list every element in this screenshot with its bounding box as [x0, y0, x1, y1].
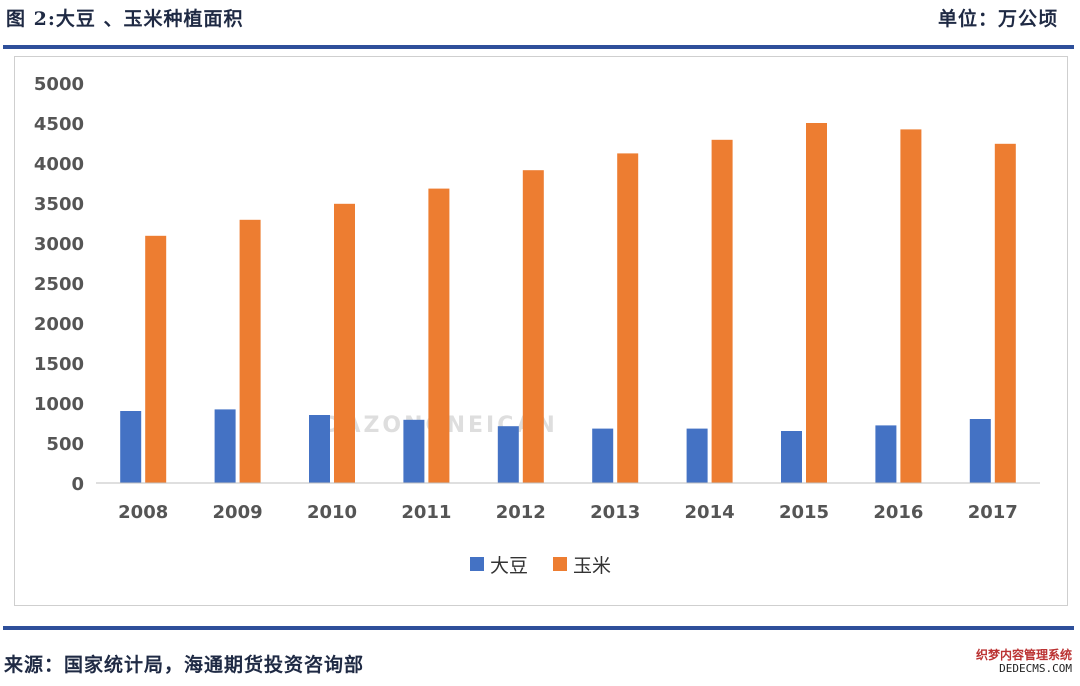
- bar-soybean-2008: [120, 411, 142, 483]
- axis-layer: 0 500 1000 1500 2000 2500 3000 3500 4000 4500 5000…: [34, 74, 1040, 523]
- x-tick-label-2015: 2015: [779, 502, 829, 523]
- bar-corn-2011: [428, 188, 450, 483]
- source-note: 来源：国家统计局，海通期货投资咨询部: [4, 654, 365, 676]
- bar-corn-2009: [239, 219, 261, 484]
- x-tick-label-2013: 2013: [590, 502, 640, 523]
- bar-corn-2014: [711, 139, 733, 484]
- legend-swatch-corn: [553, 557, 567, 571]
- site-watermark-line1: 织梦内容管理系统: [975, 648, 1072, 662]
- bar-soybean-2013: [592, 428, 614, 483]
- legend-label-corn: 玉米: [573, 555, 611, 577]
- bar-soybean-2017: [969, 419, 991, 483]
- legend: 大豆 玉米: [470, 555, 611, 577]
- bar-soybean-2016: [875, 425, 897, 483]
- bar-soybean-2012: [497, 426, 519, 483]
- x-tick-label-2008: 2008: [118, 502, 168, 523]
- bar-corn-2012: [522, 170, 544, 483]
- bar-soybean-2010: [309, 415, 330, 483]
- y-tick-label-3: 1500: [34, 354, 84, 375]
- y-tick-label-8: 4000: [34, 154, 84, 175]
- bar-soybean-2011: [403, 419, 425, 483]
- x-tick-label-2014: 2014: [685, 502, 735, 523]
- x-tick-label-2010: 2010: [307, 502, 357, 523]
- legend-swatch-soybean: [470, 557, 484, 571]
- y-tick-label-4: 2000: [34, 314, 84, 335]
- bar-corn-2015: [806, 123, 827, 483]
- bars-layer: [120, 123, 1016, 484]
- x-tick-label-2016: 2016: [873, 502, 923, 523]
- x-tick-label-2012: 2012: [496, 502, 546, 523]
- bar-corn-2010: [334, 203, 355, 484]
- y-tick-label-10: 5000: [34, 74, 84, 95]
- bar-soybean-2015: [781, 431, 802, 483]
- bottom-rule: [3, 626, 1074, 630]
- top-rule: [3, 45, 1074, 49]
- y-tick-label-7: 3500: [34, 194, 84, 215]
- bar-soybean-2014: [686, 428, 708, 483]
- site-watermark-line2: DEDECMS.COM: [999, 662, 1072, 675]
- y-tick-label-2: 1000: [34, 394, 84, 415]
- y-tick-label-6: 3000: [34, 234, 84, 255]
- y-tick-label-5: 2500: [34, 274, 84, 295]
- bar-soybean-2009: [214, 409, 236, 483]
- y-tick-label-0: 0: [71, 474, 84, 495]
- unit-label: 单位：万公顷: [937, 8, 1058, 30]
- x-tick-label-2009: 2009: [213, 502, 263, 523]
- bar-corn-2013: [617, 153, 639, 483]
- figure-title: 图 2:大豆 、玉米种植面积: [6, 8, 244, 30]
- bar-corn-2017: [994, 143, 1016, 484]
- y-tick-label-9: 4500: [34, 114, 84, 135]
- legend-label-soybean: 大豆: [490, 555, 528, 577]
- x-tick-label-2017: 2017: [968, 502, 1018, 523]
- bar-corn-2016: [900, 129, 922, 483]
- site-watermark: 织梦内容管理系统 DEDECMS.COM: [976, 648, 1072, 676]
- bar-corn-2008: [145, 235, 167, 483]
- x-tick-label-2011: 2011: [401, 502, 451, 523]
- y-tick-label-1: 500: [46, 434, 84, 455]
